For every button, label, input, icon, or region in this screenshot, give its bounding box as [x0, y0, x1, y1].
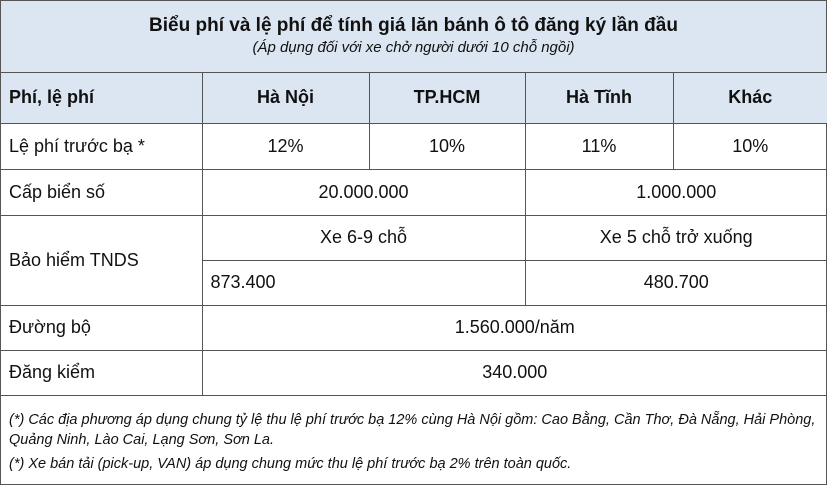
cell: Xe 5 chỗ trở xuống [524, 214, 827, 261]
cell: Xe 6-9 chỗ [201, 214, 526, 261]
fee-table: Phí, lệ phí Hà Nội TP.HCM Hà Tĩnh Khác L… [1, 73, 827, 396]
row-label: Đăng kiểm [1, 349, 203, 396]
header-cell: Hà Tĩnh [524, 73, 674, 124]
row-label: Đường bộ [1, 304, 203, 351]
cell: 20.000.000 [201, 168, 526, 216]
header-cell: Hà Nội [201, 73, 370, 124]
row-label: Lệ phí trước bạ * [1, 122, 203, 170]
cell: 1.560.000/năm [201, 304, 827, 351]
table-row: Đường bộ 1.560.000/năm [1, 304, 827, 351]
table-row: 873.400 480.700 [1, 259, 827, 306]
title-block: Biểu phí và lệ phí để tính giá lăn bánh … [1, 1, 826, 73]
cell: 340.000 [201, 349, 827, 396]
header-cell: Khác [672, 73, 827, 124]
table-row: Lệ phí trước bạ * 12% 10% 11% 10% [1, 122, 827, 170]
header-row: Phí, lệ phí Hà Nội TP.HCM Hà Tĩnh Khác [1, 73, 827, 124]
table-row: Bảo hiểm TNDS Xe 6-9 chỗ Xe 5 chỗ trở xu… [1, 214, 827, 306]
footnote: (*) Các địa phương áp dụng chung tỷ lệ t… [9, 411, 816, 448]
cell: 10% [368, 122, 526, 170]
cell: 10% [672, 122, 827, 170]
table-row: Cấp biển số 20.000.000 1.000.000 [1, 168, 827, 216]
cell: 11% [524, 122, 674, 170]
table-title: Biểu phí và lệ phí để tính giá lăn bánh … [149, 15, 678, 36]
row-label: Cấp biển số [1, 168, 203, 216]
footnotes: (*) Các địa phương áp dụng chung tỷ lệ t… [1, 396, 826, 474]
cell: 873.400 [202, 259, 526, 306]
row-label: Bảo hiểm TNDS [1, 214, 203, 306]
cell: 12% [201, 122, 370, 170]
table-row: Đăng kiểm 340.000 [1, 349, 827, 396]
table-subtitle: (Áp dụng đối với xe chở người dưới 10 ch… [252, 39, 575, 56]
footnote: (*) Xe bán tải (pick-up, VAN) áp dụng ch… [9, 455, 572, 472]
cell: 480.700 [524, 259, 827, 306]
header-cell: Phí, lệ phí [1, 73, 203, 124]
cell: 1.000.000 [524, 168, 827, 216]
header-cell: TP.HCM [368, 73, 526, 124]
